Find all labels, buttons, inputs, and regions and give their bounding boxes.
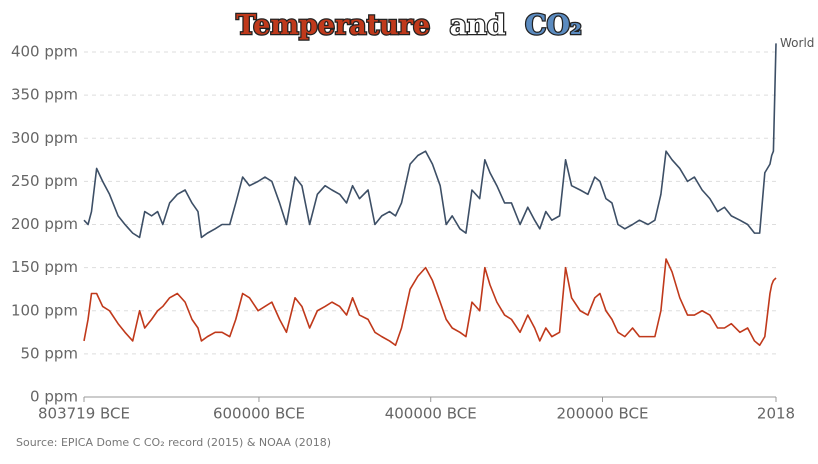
y-tick-label: 50 ppm (20, 344, 78, 362)
y-tick-label: 150 ppm (11, 258, 78, 276)
x-tick-label: 400000 BCE (385, 405, 477, 423)
y-tick-label: 250 ppm (11, 172, 78, 190)
y-tick-label: 350 ppm (11, 86, 78, 104)
series-line (83, 258, 777, 347)
y-tick-label: 0 ppm (30, 388, 78, 406)
y-tick-label: 400 ppm (11, 43, 78, 61)
source-note: Source: EPICA Dome C CO₂ record (2015) &… (16, 436, 331, 449)
series-line (83, 43, 777, 239)
title-word: Temperature (236, 10, 430, 41)
x-tick-label: 803719 BCE (38, 405, 130, 423)
y-tick-label: 200 ppm (11, 215, 78, 233)
chart-title: Temperature and CO₂ (236, 10, 582, 41)
y-tick-label: 100 ppm (11, 301, 78, 319)
title-word: CO₂ (525, 10, 582, 41)
x-tick-label: 200000 BCE (556, 405, 648, 423)
y-tick-label: 300 ppm (11, 129, 78, 147)
x-tick-label: 600000 BCE (213, 405, 305, 423)
title-word: and (450, 10, 506, 41)
series-label: World (780, 36, 814, 50)
x-tick-label: 2018 (757, 405, 795, 423)
